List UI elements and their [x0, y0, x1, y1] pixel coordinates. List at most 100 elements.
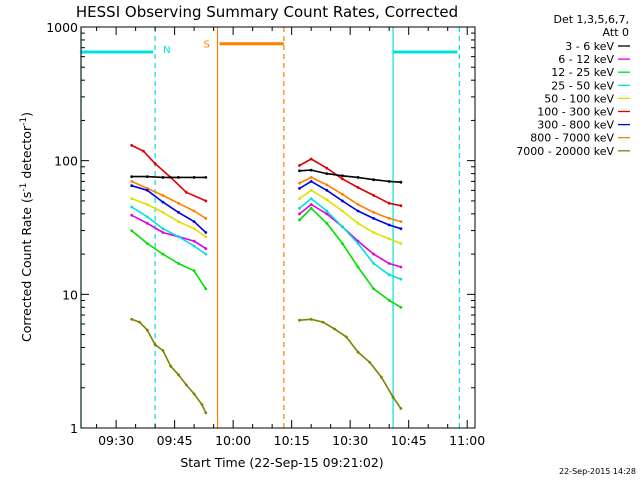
data-point — [309, 168, 313, 172]
data-point — [368, 360, 372, 364]
series-line — [131, 206, 207, 255]
data-point — [298, 206, 301, 210]
y-axis-title-exp-1: -1 — [19, 183, 29, 192]
data-point — [372, 217, 375, 220]
series-line — [131, 180, 207, 220]
data-point — [372, 252, 375, 256]
data-point — [309, 180, 313, 183]
legend-label: 12 - 25 keV — [551, 66, 614, 79]
data-point — [399, 227, 403, 231]
timestamp-stamp: 22-Sep-2015 14:28 — [559, 467, 636, 476]
data-point — [161, 227, 165, 231]
data-point — [145, 175, 149, 179]
y-tick-label: 100 — [54, 154, 78, 169]
data-point — [161, 211, 165, 214]
legend-label: 25 - 50 keV — [551, 79, 614, 92]
data-point — [325, 188, 329, 192]
data-point — [325, 221, 329, 225]
y-axis-title-end: ) — [19, 112, 34, 117]
data-point — [325, 172, 329, 176]
data-point — [192, 220, 196, 224]
data-point — [309, 203, 313, 206]
data-point — [309, 197, 313, 201]
series-line — [299, 180, 402, 230]
data-point — [298, 164, 301, 167]
y-tick-label: 1 — [70, 421, 78, 436]
y-axis-title-group: Corrected Count Rate (s-1 detector-1) — [19, 112, 34, 342]
data-point — [372, 211, 375, 214]
night-label: N — [163, 45, 170, 56]
data-point — [161, 194, 165, 197]
y-axis-title-main: Corrected Count Rate (s — [19, 192, 34, 342]
data-point — [309, 157, 313, 161]
data-point — [387, 180, 391, 183]
series-line — [131, 175, 206, 179]
data-point — [145, 328, 149, 332]
data-point — [372, 231, 375, 234]
x-axis-title: Start Time (22-Sep-15 09:21:02) — [180, 455, 383, 470]
data-point — [321, 320, 325, 324]
data-point — [130, 184, 134, 188]
data-point — [325, 183, 329, 187]
data-point — [356, 203, 360, 206]
legend-label: 6 - 12 keV — [558, 53, 614, 66]
data-point — [298, 197, 301, 201]
data-point — [177, 176, 180, 179]
series-line — [131, 197, 207, 238]
data-point — [177, 235, 180, 239]
data-point — [161, 176, 165, 179]
data-point — [387, 223, 391, 227]
data-point — [387, 237, 391, 241]
data-point — [325, 198, 329, 202]
data-point — [130, 197, 134, 201]
data-point — [204, 252, 208, 256]
data-point — [372, 178, 375, 182]
data-point — [177, 220, 180, 224]
data-point — [341, 177, 344, 181]
data-point — [204, 411, 208, 415]
data-point — [399, 277, 403, 281]
data-point — [161, 349, 165, 352]
data-point — [356, 209, 360, 213]
data-point — [177, 201, 180, 205]
data-point — [130, 229, 134, 233]
data-point — [177, 373, 180, 377]
data-point — [204, 199, 208, 203]
series-line — [299, 169, 401, 183]
data-point — [130, 180, 134, 183]
y-tick-label: 10 — [62, 287, 78, 302]
data-point — [387, 299, 391, 302]
data-point — [192, 209, 196, 213]
chart-title: HESSI Observing Summary Count Rates, Cor… — [76, 3, 458, 21]
data-point — [309, 206, 313, 210]
data-point — [130, 205, 134, 209]
data-point — [298, 318, 301, 322]
data-point — [204, 231, 208, 234]
data-point — [341, 209, 344, 213]
legend-label: 7000 - 20000 keV — [516, 145, 614, 158]
data-point — [204, 176, 208, 179]
data-point — [184, 190, 188, 194]
data-point — [399, 220, 403, 224]
data-point — [161, 200, 165, 204]
x-tick-label: 10:00 — [215, 433, 251, 448]
data-point — [204, 287, 208, 291]
data-point — [177, 262, 180, 265]
data-point — [309, 188, 313, 192]
y-tick-label: 1000 — [46, 20, 78, 35]
data-point — [309, 176, 313, 179]
data-point — [298, 169, 301, 173]
data-point — [356, 350, 360, 354]
series-line — [298, 203, 402, 268]
axis-layer: 1 10 100 1000 09:30 09:45 10:00 10:15 10:30 10:45… — [46, 20, 485, 448]
data-point — [161, 252, 165, 256]
data-point — [356, 186, 360, 189]
data-point — [192, 269, 196, 273]
data-point — [372, 262, 375, 265]
data-point — [387, 262, 391, 265]
data-point — [399, 242, 403, 245]
data-point — [204, 235, 208, 239]
data-point — [145, 215, 149, 219]
data-point — [130, 213, 134, 217]
